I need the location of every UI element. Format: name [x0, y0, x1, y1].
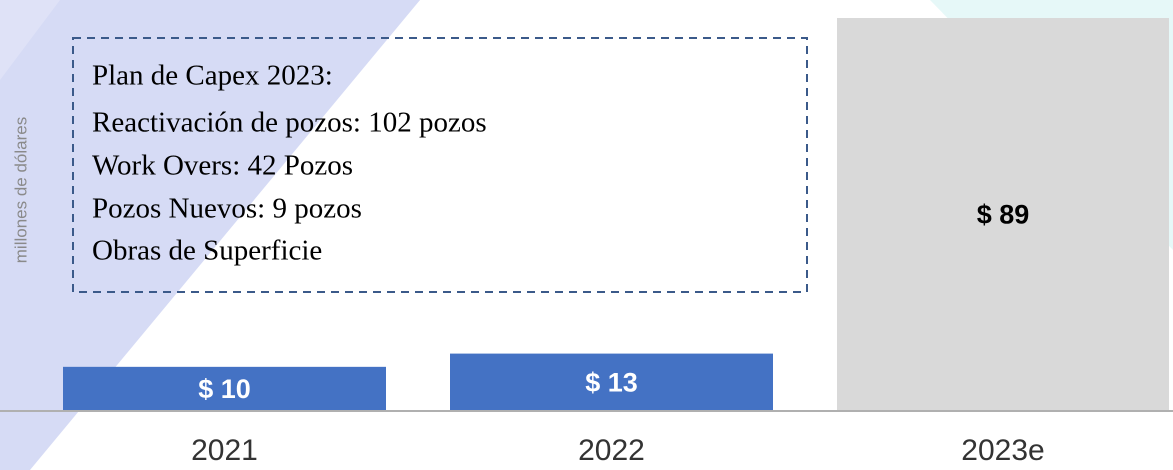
annotation-line: Reactivación de pozos: 102 pozos	[92, 107, 487, 139]
annotation: Plan de Capex 2023: Reactivación de pozos…	[92, 60, 487, 267]
value-label: $ 13	[585, 367, 638, 397]
x-tick-label: 2022	[578, 434, 645, 467]
background-stripe	[0, 0, 420, 470]
bar	[63, 366, 386, 411]
x-tick-label: 2021	[191, 434, 258, 467]
y-axis-label: millones de dólares	[11, 117, 30, 263]
annotation-line: Pozos Nuevos: 9 pozos	[92, 193, 362, 225]
annotation-box	[72, 37, 808, 293]
annotation-line: Work Overs: 42 Pozos	[92, 150, 353, 182]
value-label: $ 10	[198, 374, 251, 404]
annotation-line: Obras de Superficie	[92, 235, 322, 267]
bar	[837, 18, 1169, 411]
annotation-line: Plan de Capex 2023:	[92, 60, 333, 92]
x-tick-label: 2023e	[961, 434, 1044, 467]
value-label: $ 89	[977, 200, 1030, 230]
bars: $ 10 $ 13 $ 89	[63, 18, 1169, 411]
bar	[450, 353, 773, 411]
